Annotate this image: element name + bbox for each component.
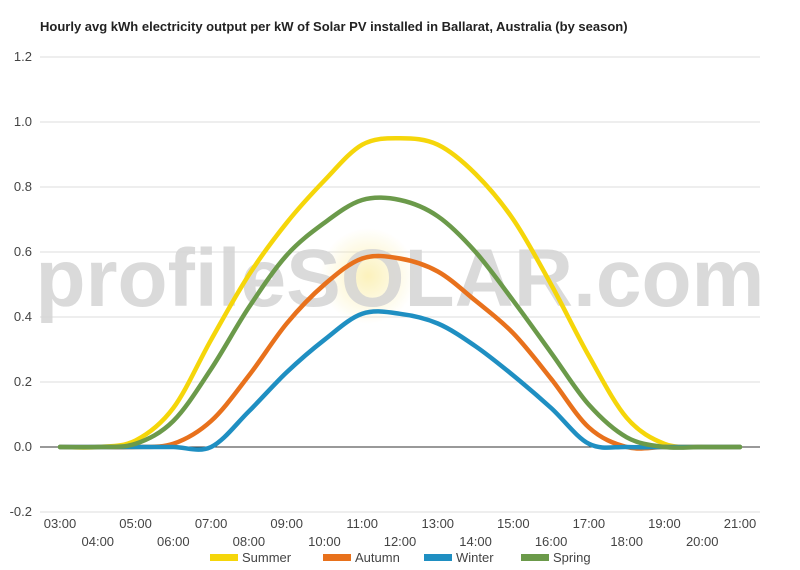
x-tick-label-lower-4: 12:00 xyxy=(384,534,417,549)
y-tick-label-6: 1.0 xyxy=(14,114,32,129)
watermark-layer: profileSOLAR.com xyxy=(36,228,765,324)
series-layer xyxy=(57,136,743,452)
x-tick-label-upper-1: 05:00 xyxy=(119,516,152,531)
x-tick-label-upper-6: 15:00 xyxy=(497,516,530,531)
x-tick-label-upper-5: 13:00 xyxy=(422,516,455,531)
x-tick-label-upper-3: 09:00 xyxy=(270,516,303,531)
x-tick-label-lower-7: 18:00 xyxy=(610,534,643,549)
x-tick-label-upper-9: 21:00 xyxy=(724,516,757,531)
legend-label-winter: Winter xyxy=(456,550,494,565)
x-tick-label-upper-7: 17:00 xyxy=(573,516,606,531)
x-tick-label-lower-2: 08:00 xyxy=(233,534,266,549)
x-tick-label-lower-3: 10:00 xyxy=(308,534,341,549)
watermark-sun-icon xyxy=(320,228,416,324)
watermark-text: profileSOLAR.com xyxy=(36,233,765,324)
x-tick-label-upper-2: 07:00 xyxy=(195,516,228,531)
y-tick-label-4: 0.6 xyxy=(14,244,32,259)
legend-swatch-winter xyxy=(424,554,452,561)
x-tick-label-lower-6: 16:00 xyxy=(535,534,568,549)
axis-layer: -0.2 0.0 0.2 0.4 0.6 0.8 1.0 1.2 03:00 05:00 07:00… xyxy=(10,49,757,549)
legend-layer: Summer Autumn Winter Spring xyxy=(210,550,591,565)
x-tick-label-lower-5: 14:00 xyxy=(459,534,492,549)
series-line-spring xyxy=(57,195,743,450)
legend-swatch-autumn xyxy=(323,554,351,561)
y-tick-label-3: 0.4 xyxy=(14,309,32,324)
chart-title: Hourly avg kWh electricity output per kW… xyxy=(40,19,628,34)
legend-swatch-summer xyxy=(210,554,238,561)
legend-swatch-spring xyxy=(521,554,549,561)
series-line-summer xyxy=(57,136,743,450)
legend-label-spring: Spring xyxy=(553,550,591,565)
x-tick-label-lower-1: 06:00 xyxy=(157,534,190,549)
y-tick-label-5: 0.8 xyxy=(14,179,32,194)
x-tick-label-upper-0: 03:00 xyxy=(44,516,77,531)
x-tick-label-upper-8: 19:00 xyxy=(648,516,681,531)
y-tick-label-7: 1.2 xyxy=(14,49,32,64)
y-tick-label-1: 0.0 xyxy=(14,439,32,454)
legend-label-autumn: Autumn xyxy=(355,550,400,565)
legend-label-summer: Summer xyxy=(242,550,292,565)
x-tick-label-lower-0: 04:00 xyxy=(82,534,115,549)
x-tick-label-lower-8: 20:00 xyxy=(686,534,719,549)
series-line-winter xyxy=(57,309,743,452)
y-tick-label-2: 0.2 xyxy=(14,374,32,389)
x-tick-label-upper-4: 11:00 xyxy=(346,516,378,531)
y-tick-label-0: -0.2 xyxy=(10,504,32,519)
